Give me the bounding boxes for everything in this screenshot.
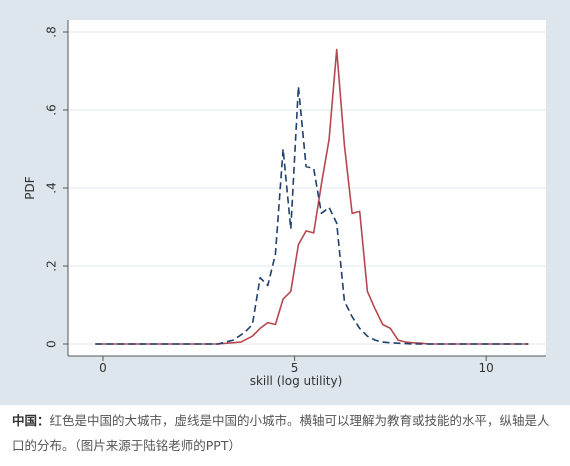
- chart: 0 .2 .4 .6 .8 0 5 10 skill (log utility) PDF: [0, 0, 570, 405]
- y-tick-label: .2: [45, 260, 59, 271]
- series-line-dashed: [95, 85, 529, 345]
- x-tick-label: 5: [291, 361, 299, 375]
- y-axis-label: PDF: [23, 176, 37, 199]
- y-tick-label: 0: [45, 340, 59, 348]
- x-tick-label: 0: [99, 361, 107, 375]
- y-tick-label: .4: [45, 182, 59, 193]
- series: [95, 48, 529, 345]
- caption-lead: 中国：: [12, 413, 50, 428]
- x-axis-label: skill (log utility): [250, 374, 343, 388]
- caption-text: 红色是中国的大城市，虚线是中国的小城市。横轴可以理解为教育或技能的水平，纵轴是人…: [12, 413, 550, 453]
- ticks: 0 .2 .4 .6 .8 0 5 10: [45, 26, 494, 375]
- y-tick-label: .6: [45, 104, 59, 115]
- series-line-solid: [95, 48, 529, 345]
- x-tick-label: 10: [479, 361, 494, 375]
- caption: 中国：红色是中国的大城市，虚线是中国的小城市。横轴可以理解为教育或技能的水平，纵…: [12, 408, 560, 458]
- y-tick-label: .8: [45, 26, 59, 37]
